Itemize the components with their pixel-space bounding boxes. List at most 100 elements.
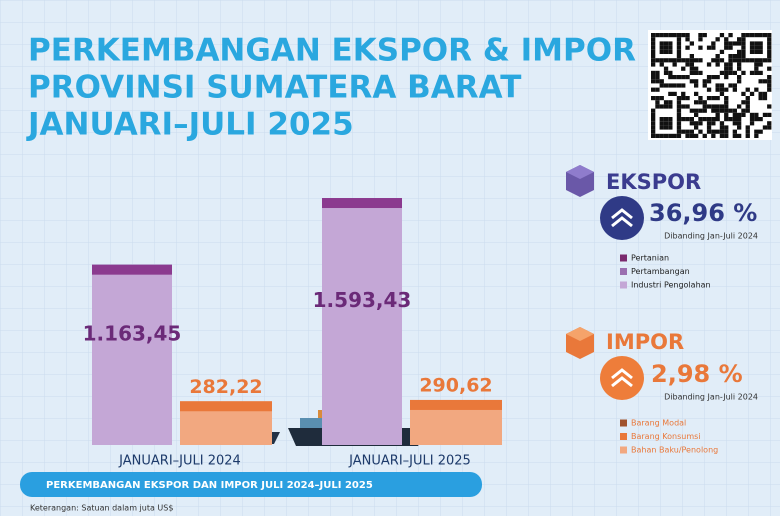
qr-module xyxy=(711,121,716,126)
qr-module xyxy=(728,58,733,63)
qr-module xyxy=(651,87,656,92)
qr-module xyxy=(685,62,690,67)
qr-module xyxy=(724,100,729,105)
qr-module xyxy=(651,75,656,80)
qr-module xyxy=(767,37,772,42)
qr-module xyxy=(719,133,725,138)
qr-module xyxy=(676,100,682,105)
qr-module xyxy=(651,96,656,101)
qr-module xyxy=(732,129,737,134)
qr-module xyxy=(685,133,690,138)
qr-module xyxy=(698,129,703,134)
qr-module xyxy=(715,117,720,122)
qr-module xyxy=(663,83,669,88)
qr-module xyxy=(685,37,690,42)
qr-module xyxy=(737,66,742,71)
bar-cap xyxy=(322,198,402,209)
qr-module xyxy=(681,66,686,71)
legend-label: Bahan Baku/Penolong xyxy=(631,446,718,455)
qr-module xyxy=(698,96,703,101)
qr-module xyxy=(681,96,686,101)
qr-module xyxy=(758,49,763,54)
qr-module xyxy=(681,104,686,109)
qr-module xyxy=(754,70,759,75)
qr-module xyxy=(715,96,720,101)
qr-module xyxy=(737,49,742,54)
qr-module xyxy=(728,66,733,71)
qr-module xyxy=(676,104,682,109)
qr-module xyxy=(655,33,660,38)
qr-module xyxy=(711,41,716,46)
qr-module xyxy=(732,70,737,75)
qr-module xyxy=(685,75,690,80)
qr-module xyxy=(663,49,669,54)
qr-module xyxy=(711,108,716,113)
qr-module xyxy=(651,54,656,59)
qr-module xyxy=(672,75,677,80)
qr-module xyxy=(689,41,694,46)
qr-module xyxy=(685,104,690,109)
qr-module xyxy=(689,58,694,63)
qr-module xyxy=(694,91,699,96)
qr-module xyxy=(728,62,733,67)
qr-module xyxy=(745,108,750,113)
qr-module xyxy=(728,108,733,113)
qr-module xyxy=(655,79,660,84)
qr-module xyxy=(659,83,664,88)
qr-module xyxy=(672,58,677,63)
qr-module xyxy=(668,133,673,138)
qr-module xyxy=(676,108,682,113)
qr-module xyxy=(659,41,664,46)
qr-module xyxy=(651,117,656,122)
qr-module xyxy=(663,45,669,50)
qr-module xyxy=(719,125,725,130)
legend-swatch xyxy=(620,281,627,289)
qr-module xyxy=(676,96,682,101)
qr-module xyxy=(719,87,725,92)
qr-module xyxy=(715,87,720,92)
qr-module xyxy=(706,104,712,109)
legend-label: Pertambangan xyxy=(631,267,690,276)
change: 2,98 % xyxy=(651,360,743,388)
qr-module xyxy=(741,49,746,54)
qr-module xyxy=(728,33,733,38)
qr-module xyxy=(715,75,720,80)
qr-module xyxy=(724,70,729,75)
qr-module xyxy=(694,112,699,117)
qr-module xyxy=(745,104,750,109)
qr-module xyxy=(749,121,755,126)
qr-module xyxy=(676,121,682,126)
qr-module xyxy=(706,62,712,67)
qr-module xyxy=(715,37,720,42)
qr-module xyxy=(741,112,746,117)
qr-module xyxy=(724,133,729,138)
qr-module xyxy=(724,117,729,122)
qr-module xyxy=(672,91,677,96)
legend-label: Barang Modal xyxy=(631,419,686,428)
qr-module xyxy=(711,129,716,134)
qr-module xyxy=(663,104,669,109)
qr-module xyxy=(698,117,703,122)
qr-module xyxy=(749,41,755,46)
qr-module xyxy=(663,133,669,138)
qr-module xyxy=(659,49,664,54)
value-label: 282,22 xyxy=(189,376,262,398)
qr-code xyxy=(648,30,772,140)
qr-module xyxy=(758,79,763,84)
qr-module xyxy=(655,100,660,105)
qr-module xyxy=(659,104,664,109)
qr-module xyxy=(668,75,673,80)
qr-module xyxy=(732,87,737,92)
qr-module xyxy=(694,66,699,71)
qr-module xyxy=(694,70,699,75)
qr-module xyxy=(741,70,746,75)
qr-module xyxy=(659,96,664,101)
qr-module xyxy=(681,75,686,80)
qr-module xyxy=(651,125,656,130)
qr-module xyxy=(762,125,768,130)
qr-module xyxy=(698,100,703,105)
qr-module xyxy=(758,58,763,63)
qr-module xyxy=(706,79,712,84)
qr-module xyxy=(758,91,763,96)
qr-module xyxy=(767,75,772,80)
